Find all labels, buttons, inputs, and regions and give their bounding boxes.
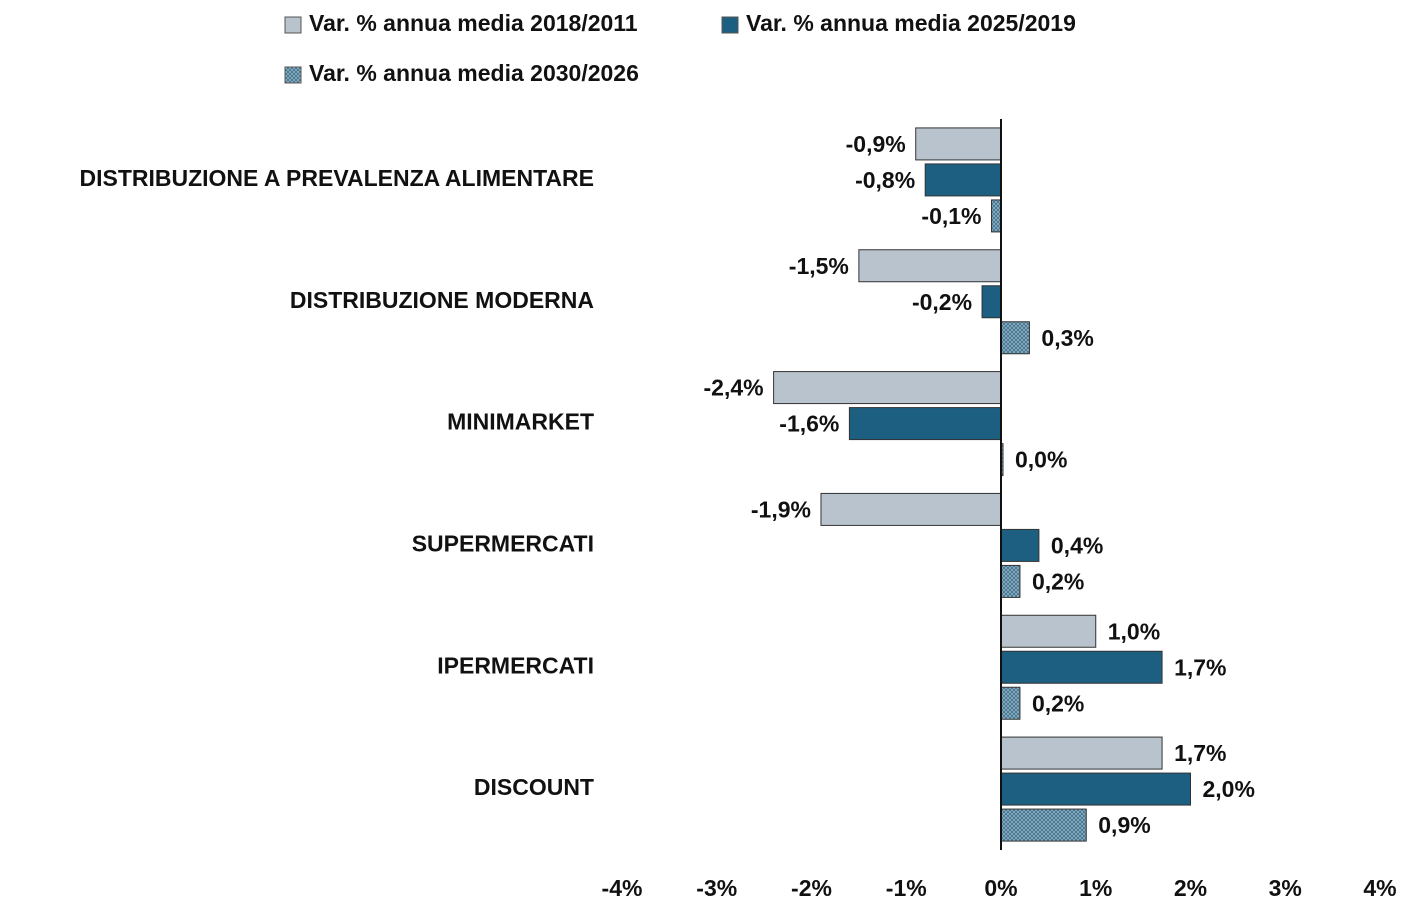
bar	[1000, 528, 1040, 562]
bar	[1000, 736, 1163, 770]
value-label: -2,4%	[704, 375, 764, 401]
bar	[1000, 650, 1163, 684]
category-label: DISTRIBUZIONE MODERNA	[290, 287, 594, 313]
legend-label: Var. % annua media 2030/2026	[309, 60, 639, 86]
bar	[924, 163, 1002, 197]
value-label: 0,9%	[1098, 812, 1150, 838]
legend-label: Var. % annua media 2018/2011	[309, 10, 638, 36]
bar	[981, 285, 1002, 319]
legend-swatch	[721, 16, 739, 34]
category-label: DISCOUNT	[474, 774, 594, 800]
x-tick-label: -2%	[791, 875, 832, 901]
legend-swatch	[284, 16, 302, 34]
category-label: MINIMARKET	[447, 409, 594, 435]
value-label: -0,2%	[912, 289, 972, 315]
x-tick-label: 3%	[1269, 875, 1302, 901]
x-tick-label: -4%	[602, 875, 643, 901]
bar	[1000, 614, 1097, 648]
x-tick-label: 0%	[984, 875, 1017, 901]
value-label: 0,2%	[1032, 690, 1084, 716]
category-label: DISTRIBUZIONE A PREVALENZA ALIMENTARE	[79, 165, 594, 191]
bar	[1000, 808, 1087, 842]
bar	[991, 199, 1002, 233]
bar	[1000, 686, 1021, 720]
x-tick-label: 2%	[1174, 875, 1207, 901]
value-label: 0,2%	[1032, 568, 1084, 594]
bar	[915, 127, 1002, 161]
bar	[820, 492, 1002, 526]
category-label: SUPERMERCATI	[412, 530, 594, 556]
value-label: -0,8%	[855, 167, 915, 193]
bar	[858, 249, 1002, 283]
x-tick-label: -3%	[696, 875, 737, 901]
value-label: 2,0%	[1203, 776, 1255, 802]
value-label: 1,7%	[1174, 740, 1226, 766]
value-label: 0,4%	[1051, 532, 1103, 558]
bar	[773, 371, 1002, 405]
x-tick-label: 1%	[1079, 875, 1112, 901]
bar	[1000, 564, 1021, 598]
legend-label: Var. % annua media 2025/2019	[746, 10, 1076, 36]
x-tick-label: -1%	[886, 875, 927, 901]
value-label: 0,3%	[1041, 325, 1093, 351]
x-tick-label: 4%	[1363, 875, 1396, 901]
legend-swatch	[284, 66, 302, 84]
value-label: 1,7%	[1174, 654, 1226, 680]
value-label: 1,0%	[1108, 618, 1160, 644]
value-label: -0,1%	[921, 203, 981, 229]
category-label: IPERMERCATI	[437, 652, 594, 678]
value-label: -1,9%	[751, 496, 811, 522]
value-label: 0,0%	[1015, 447, 1067, 473]
bar	[1000, 772, 1191, 806]
value-label: -1,5%	[789, 253, 849, 279]
bar	[848, 407, 1002, 441]
value-label: -0,9%	[846, 131, 906, 157]
bar	[1000, 321, 1030, 355]
value-label: -1,6%	[779, 411, 839, 437]
